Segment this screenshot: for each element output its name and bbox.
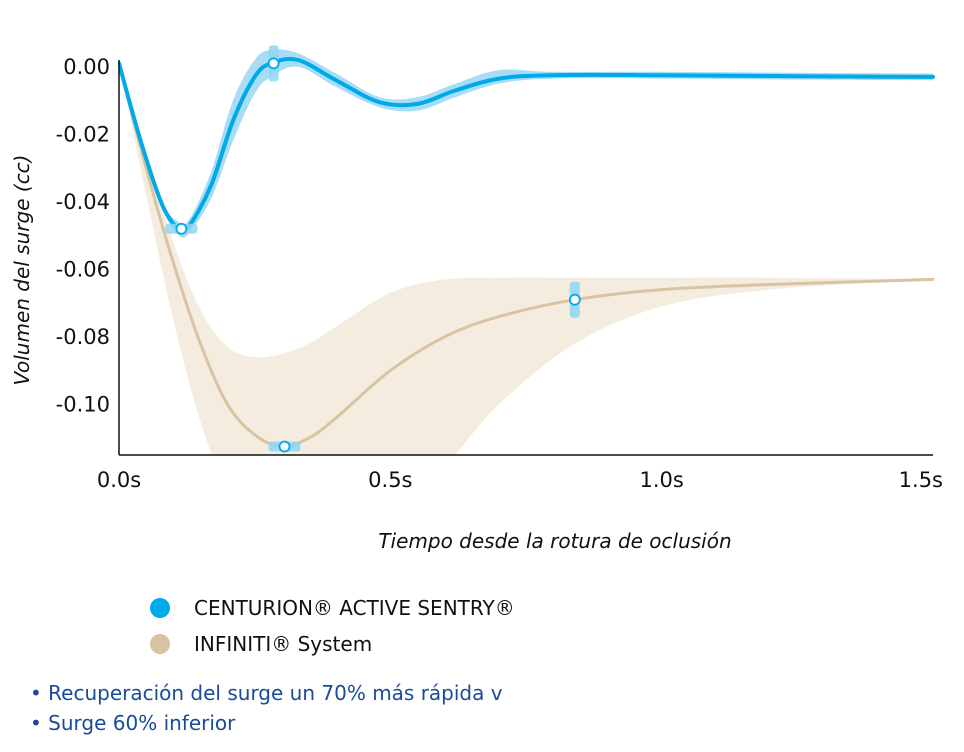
line-infiniti bbox=[118, 61, 935, 449]
x-tick-label: 0.0s bbox=[97, 468, 141, 492]
key-points: • Recuperación del surge un 70% más rápi… bbox=[30, 678, 503, 738]
marker-points bbox=[165, 45, 581, 453]
confidence-bands bbox=[119, 49, 933, 455]
marker-infiniti-0 bbox=[268, 440, 301, 453]
y-tick-label: -0.02 bbox=[56, 122, 110, 146]
legend-swatch-infiniti bbox=[150, 634, 170, 654]
note-faster-recovery: • Recuperación del surge un 70% más rápi… bbox=[30, 681, 503, 705]
band-infiniti bbox=[119, 63, 933, 455]
chart-legend: CENTURION® ACTIVE SENTRY® INFINITI® Syst… bbox=[150, 590, 515, 662]
tick-labels: 0.00 -0.02 -0.04 -0.06 -0.08 -0.10 0.0s 0.5s 1.0… bbox=[56, 55, 943, 492]
legend-label-infiniti: INFINITI® System bbox=[194, 632, 373, 656]
y-tick-label: -0.08 bbox=[56, 325, 110, 349]
legend-label-centurion: CENTURION® ACTIVE SENTRY® bbox=[194, 596, 515, 620]
x-tick-label: 1.5s bbox=[899, 468, 943, 492]
y-tick-label: -0.04 bbox=[56, 190, 110, 214]
y-tick-label: -0.10 bbox=[56, 392, 110, 416]
surge-chart: 0.00 -0.02 -0.04 -0.06 -0.08 -0.10 0.0s 0.5s 1.0… bbox=[10, 45, 943, 553]
y-tick-label: -0.06 bbox=[56, 257, 110, 281]
legend-item-infiniti: INFINITI® System bbox=[150, 626, 515, 662]
marker-centurion-0 bbox=[165, 222, 198, 235]
y-axis-title: Volumen del surge (cc) bbox=[10, 155, 34, 386]
marker-centurion-1 bbox=[267, 45, 280, 82]
y-tick-label: 0.00 bbox=[63, 55, 110, 79]
x-axis-title: Tiempo desde la rotura de oclusión bbox=[378, 529, 731, 553]
note-lower-surge: • Surge 60% inferior bbox=[30, 711, 236, 735]
x-tick-label: 0.5s bbox=[368, 468, 412, 492]
marker-infiniti-1 bbox=[568, 281, 581, 318]
legend-swatch-centurion bbox=[150, 598, 170, 618]
x-tick-label: 1.0s bbox=[639, 468, 683, 492]
chart-axes bbox=[118, 60, 933, 456]
legend-item-centurion: CENTURION® ACTIVE SENTRY® bbox=[150, 590, 515, 626]
